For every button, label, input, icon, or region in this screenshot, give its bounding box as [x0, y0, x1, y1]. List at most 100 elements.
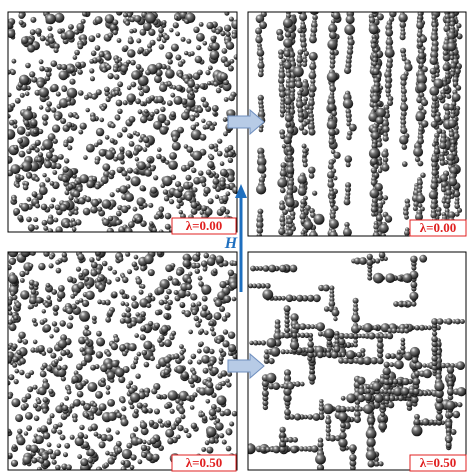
particle — [168, 59, 173, 64]
particle — [133, 150, 138, 155]
particle — [5, 156, 13, 164]
particle — [186, 433, 191, 438]
particle — [106, 434, 113, 441]
particle — [147, 48, 152, 53]
particle — [43, 121, 48, 126]
particle — [170, 409, 175, 414]
particle — [353, 298, 359, 304]
particle — [371, 7, 378, 14]
particle — [72, 221, 77, 226]
particle — [29, 370, 34, 375]
particle — [112, 291, 118, 297]
particle — [372, 382, 381, 391]
particle — [169, 152, 177, 160]
particle — [285, 114, 293, 122]
particle — [128, 221, 135, 228]
particle — [87, 331, 92, 336]
particle — [409, 292, 418, 301]
particle — [364, 393, 372, 401]
particle — [194, 316, 199, 321]
particle — [91, 51, 97, 57]
particle — [190, 116, 196, 122]
particle — [169, 199, 174, 204]
particle — [219, 281, 226, 288]
particle — [287, 155, 292, 160]
particle — [158, 27, 164, 33]
particle — [370, 189, 380, 199]
particle — [76, 267, 81, 272]
particle — [78, 44, 84, 50]
particle — [327, 39, 337, 49]
particle — [381, 237, 386, 242]
particle — [180, 350, 185, 355]
particle — [104, 53, 111, 60]
particle — [179, 210, 183, 214]
particle — [460, 319, 465, 324]
particle — [363, 323, 373, 333]
particle — [116, 220, 121, 225]
particle — [41, 145, 46, 150]
particle — [418, 42, 423, 47]
particle — [280, 188, 286, 194]
particle — [42, 408, 48, 414]
particle — [42, 309, 46, 313]
particle — [129, 343, 137, 351]
particle — [139, 138, 143, 142]
particle — [89, 35, 96, 42]
particle — [412, 378, 420, 386]
particle — [195, 56, 203, 64]
particle — [418, 161, 424, 167]
particle — [328, 129, 336, 137]
particle — [224, 25, 231, 32]
particle — [298, 50, 304, 56]
particle — [91, 199, 99, 207]
particle — [150, 356, 155, 361]
particle — [120, 345, 127, 352]
particle — [346, 350, 355, 359]
particle — [85, 196, 91, 202]
particle — [287, 383, 294, 390]
particle — [96, 351, 103, 358]
particle — [52, 170, 57, 175]
particle — [163, 189, 168, 194]
particle — [43, 250, 49, 256]
particle — [92, 316, 97, 321]
particle — [77, 253, 84, 260]
particle — [113, 157, 118, 162]
particle — [102, 68, 107, 73]
particle — [73, 399, 81, 407]
particle — [142, 85, 150, 93]
particle — [186, 39, 191, 44]
particle — [62, 166, 68, 172]
particle — [178, 74, 182, 78]
particle — [372, 38, 377, 43]
particle — [28, 224, 35, 231]
particle — [385, 215, 392, 222]
particle — [151, 388, 157, 394]
particle — [171, 424, 177, 430]
particle — [42, 220, 48, 226]
particle — [100, 181, 105, 186]
particle — [159, 44, 165, 50]
particle — [131, 295, 137, 301]
particle — [215, 29, 220, 34]
particle — [296, 101, 304, 109]
particle — [165, 224, 171, 230]
particle — [215, 418, 220, 423]
particle — [44, 161, 52, 169]
particle — [134, 15, 141, 22]
particle — [140, 334, 146, 340]
particle — [58, 285, 65, 292]
particle — [101, 106, 106, 111]
particle — [20, 175, 25, 180]
particle — [284, 97, 292, 105]
particle — [329, 139, 335, 145]
particle — [167, 300, 173, 306]
particle — [46, 365, 52, 371]
particle — [215, 255, 223, 263]
particle — [446, 442, 452, 448]
particle — [157, 251, 162, 256]
particle — [110, 123, 115, 128]
particle — [215, 299, 223, 307]
particle — [167, 438, 173, 444]
